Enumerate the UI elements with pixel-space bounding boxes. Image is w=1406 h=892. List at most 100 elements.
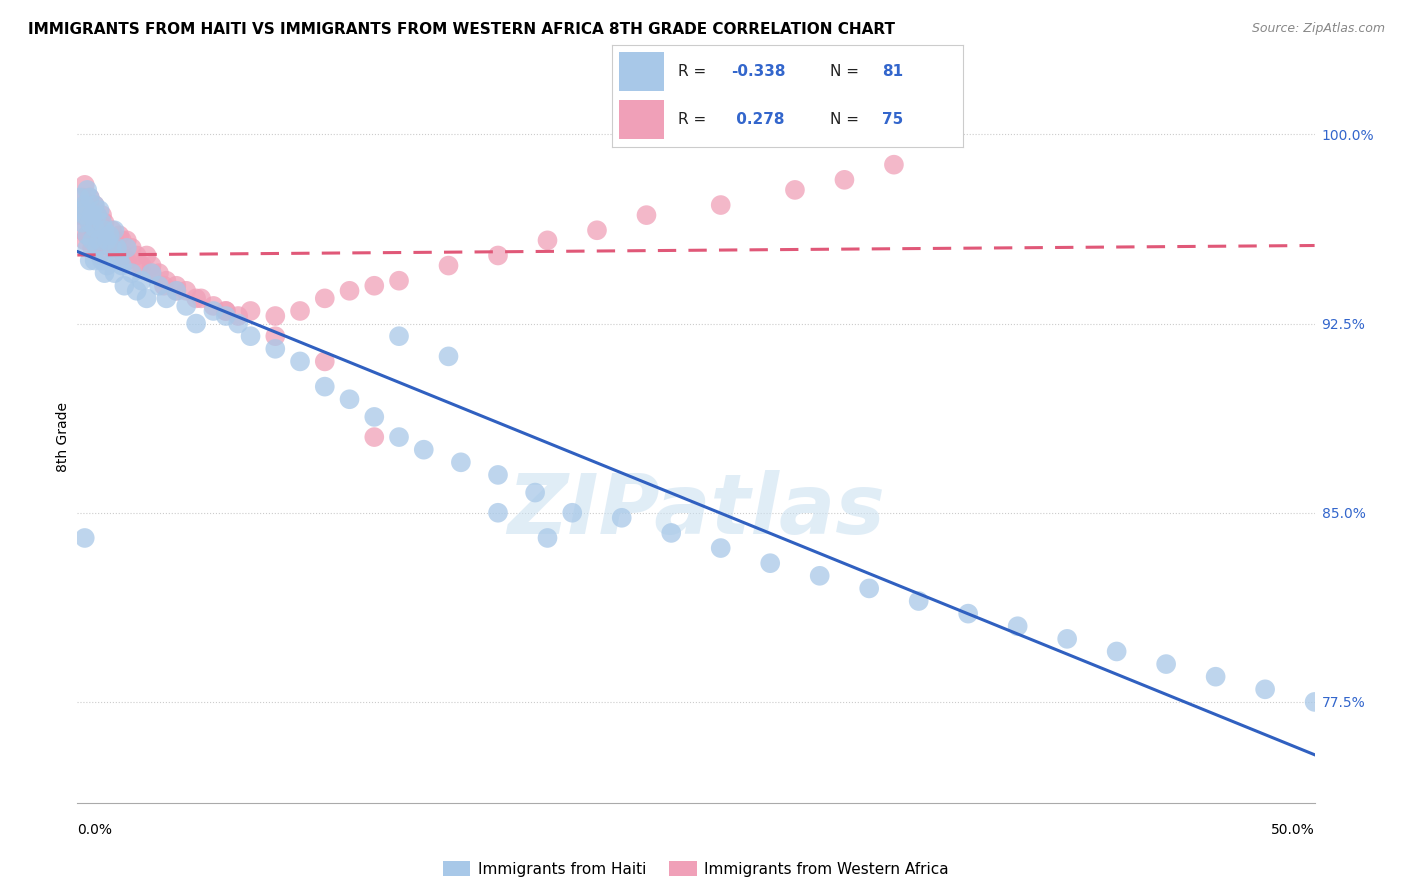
Text: Source: ZipAtlas.com: Source: ZipAtlas.com [1251,22,1385,36]
Text: N =: N = [830,63,863,78]
Point [69,190,91,204]
Point [239,304,262,318]
Point [339,284,361,298]
Point [141,259,163,273]
Point [135,291,157,305]
Point [536,531,558,545]
Point [202,304,225,318]
Point [437,350,460,364]
Point [111,233,134,247]
Point [388,329,411,343]
Point [834,173,856,187]
Point [105,241,128,255]
Point [121,266,143,280]
Point [314,291,336,305]
Point [86,241,108,255]
Point [586,223,609,237]
Point [82,208,104,222]
Point [314,379,336,393]
Point [264,329,287,343]
Point [112,248,135,262]
Point [148,266,170,280]
Point [79,190,101,204]
Text: 0.278: 0.278 [731,112,785,127]
Point [153,278,176,293]
Point [226,309,249,323]
Point [141,266,163,280]
Point [112,278,135,293]
Point [215,304,238,318]
Point [783,183,806,197]
Point [957,607,980,621]
Point [174,299,197,313]
Point [83,198,105,212]
Point [314,354,336,368]
Point [1007,619,1029,633]
Point [636,208,658,222]
Point [536,233,558,247]
Point [83,253,105,268]
Point [215,309,238,323]
Point [73,233,96,247]
Point [108,253,131,268]
Point [89,216,111,230]
Point [101,241,124,255]
Bar [619,52,665,91]
Point [73,208,96,222]
Point [561,506,583,520]
Point [131,274,153,288]
Point [103,223,125,237]
Point [363,409,385,424]
Point [125,248,148,262]
Point [1154,657,1177,671]
Point [91,253,114,268]
Point [155,291,177,305]
Point [72,203,94,218]
Point [91,233,114,247]
Point [524,485,547,500]
Point [76,198,98,212]
Point [450,455,472,469]
Point [610,510,633,524]
Point [103,233,125,247]
Text: R =: R = [678,63,711,78]
Point [96,228,118,243]
Bar [619,100,665,139]
Point [79,253,101,268]
Point [98,233,121,247]
Point [83,220,105,235]
Point [76,241,98,255]
Point [93,223,115,237]
Point [486,506,509,520]
Point [190,291,212,305]
Point [73,203,96,218]
Point [288,354,311,368]
Point [72,223,94,237]
Point [101,241,124,255]
Point [1205,670,1227,684]
Point [412,442,434,457]
Point [363,430,385,444]
Point [79,216,101,230]
Point [226,317,249,331]
Point [165,284,187,298]
Point [264,342,287,356]
Point [108,248,131,262]
Point [125,284,148,298]
Point [131,259,153,273]
Point [82,241,104,255]
Text: 0.0%: 0.0% [77,823,112,837]
Point [82,208,104,222]
Text: ZIPatlas: ZIPatlas [508,470,884,550]
Legend: Immigrants from Haiti, Immigrants from Western Africa: Immigrants from Haiti, Immigrants from W… [437,855,955,883]
Point [174,284,197,298]
Point [115,253,138,268]
Point [83,216,105,230]
Point [86,241,108,255]
Point [76,183,98,197]
Point [858,582,880,596]
Point [105,241,128,255]
Point [363,278,385,293]
Point [91,208,114,222]
Point [388,430,411,444]
